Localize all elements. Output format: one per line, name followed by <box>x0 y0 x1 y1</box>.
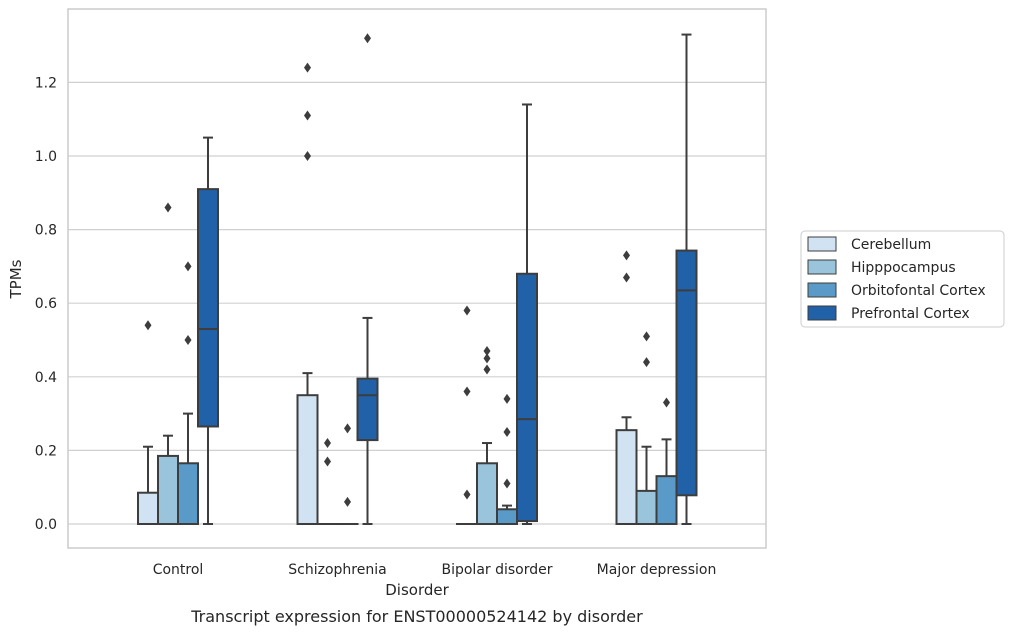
legend-label: Orbitofontal Cortex <box>851 283 986 299</box>
box-body <box>615 429 638 525</box>
x-tick-label: Bipolar disorder <box>441 562 552 578</box>
x-tick-label: Control <box>153 562 204 578</box>
legend-swatch <box>807 236 837 252</box>
box-cerebellum <box>137 320 159 526</box>
box-body <box>675 249 698 497</box>
y-axis-title: TPMs <box>7 259 25 299</box>
outlier-point <box>344 423 351 434</box>
box-hipppocampus <box>635 331 658 526</box>
y-tick-label: 0.8 <box>35 223 57 239</box>
box-orbitofontal-cortex <box>177 261 199 525</box>
legend-swatch <box>807 259 837 275</box>
legend-label: Prefrontal Cortex <box>851 306 970 322</box>
box-prefrontal-cortex <box>516 103 538 525</box>
outlier-point <box>623 272 630 283</box>
plot-area-frame <box>67 8 767 549</box>
y-tick-label: 1.0 <box>35 149 57 165</box>
box-body <box>296 394 319 526</box>
outlier-point <box>324 456 331 467</box>
box-orbitofontal-cortex <box>655 397 678 526</box>
legend-label: Cerebellum <box>851 237 931 253</box>
x-axis-title: Disorder <box>385 581 449 599</box>
y-tick-label: 0.6 <box>35 296 57 312</box>
box-body <box>177 462 199 525</box>
outlier-point <box>503 393 511 404</box>
outlier-point <box>643 357 650 368</box>
box-hipppocampus <box>476 346 498 525</box>
box-prefrontal-cortex <box>675 33 698 525</box>
outlier-point <box>483 364 491 375</box>
outlier-point <box>663 397 670 408</box>
outlier-point <box>483 346 491 357</box>
box-orbitofontal-cortex <box>496 393 518 525</box>
outlier-point <box>463 305 471 316</box>
legend: Cerebellum Hipppocampus Orbitofontal Corte… <box>800 230 1005 328</box>
x-tick-labels: Control Schizophrenia Bipolar disorder Majo… <box>153 562 717 578</box>
outlier-point <box>324 438 331 449</box>
y-tick-labels: 0.0 0.2 0.4 0.6 0.8 1.0 1.2 <box>35 75 57 533</box>
box-hipppocampus <box>316 438 339 526</box>
box-body <box>496 508 518 525</box>
box-body <box>356 377 379 442</box>
y-tick-label: 0.2 <box>35 443 57 459</box>
x-tick-label: Schizophrenia <box>288 562 386 578</box>
outlier-point <box>623 250 630 261</box>
box-body <box>635 489 658 526</box>
y-tick-label: 0.0 <box>35 517 57 533</box>
outlier-point <box>463 386 471 397</box>
gridlines <box>68 81 766 525</box>
figure-caption: Transcript expression for ENST0000052414… <box>190 607 643 626</box>
box-hipppocampus <box>157 202 179 526</box>
outlier-point <box>344 496 351 507</box>
outlier-point <box>304 62 311 73</box>
y-tick-label: 0.4 <box>35 370 57 386</box>
outlier-point <box>364 33 371 44</box>
outlier-point <box>304 110 311 121</box>
outlier-point <box>483 353 491 364</box>
box-body <box>197 188 219 428</box>
box-cerebellum <box>456 305 478 526</box>
outlier-point <box>304 151 311 161</box>
box-orbitofontal-cortex <box>336 423 359 526</box>
box-cerebellum <box>615 250 638 525</box>
outlier-point <box>164 202 172 213</box>
boxes <box>137 33 698 526</box>
outlier-point <box>184 335 192 345</box>
legend-swatch <box>807 282 837 298</box>
x-tick-label: Major depression <box>597 562 717 578</box>
box-prefrontal-cortex <box>356 33 379 525</box>
y-tick-label: 1.2 <box>35 75 57 91</box>
box-prefrontal-cortex <box>197 136 219 525</box>
box-body <box>137 491 159 526</box>
box-body <box>516 272 538 523</box>
legend-frame <box>800 230 1005 328</box>
legend-label: Hipppocampus <box>851 260 956 276</box>
legend-swatch <box>807 305 837 321</box>
outlier-point <box>503 478 511 489</box>
box-body <box>476 462 498 525</box>
outlier-point <box>184 261 192 272</box>
box-body <box>157 454 179 526</box>
outlier-point <box>643 331 650 342</box>
outlier-point <box>463 489 471 500</box>
box-cerebellum <box>296 62 319 526</box>
outlier-point <box>144 320 152 331</box>
box-body <box>655 475 678 526</box>
outlier-point <box>503 427 511 437</box>
